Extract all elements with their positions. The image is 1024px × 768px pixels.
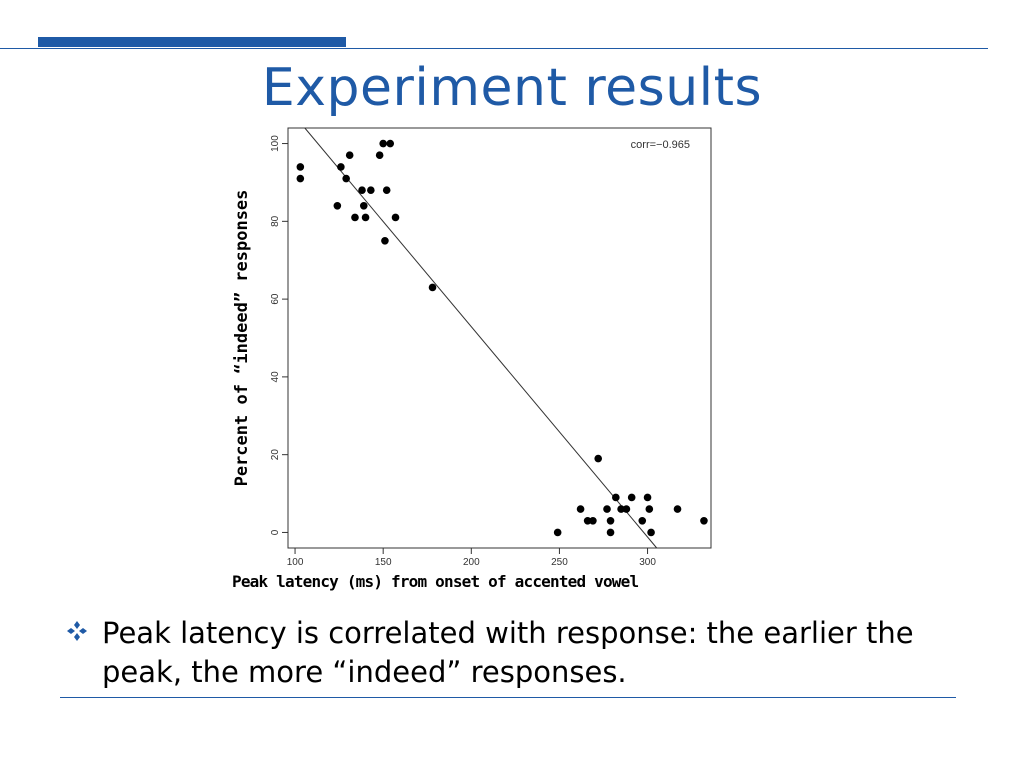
data-point	[342, 174, 350, 183]
regression-line	[304, 127, 658, 549]
data-point	[594, 454, 602, 463]
data-point	[627, 493, 636, 502]
data-point	[359, 201, 368, 210]
data-point	[645, 505, 654, 513]
x-tick-label: 150	[375, 557, 392, 568]
x-tick-label: 250	[551, 557, 568, 568]
y-axis-label-text: Percent of “indeed” responses	[232, 189, 252, 487]
data-point	[612, 493, 620, 502]
data-point	[333, 201, 342, 210]
data-point	[345, 151, 354, 160]
header-accent-band	[38, 37, 346, 47]
x-tick-label: 100	[287, 557, 304, 568]
data-point	[576, 505, 585, 513]
y-tick-label: 80	[270, 215, 281, 227]
y-tick-label: 40	[270, 371, 281, 383]
data-point	[428, 283, 437, 292]
data-point	[337, 163, 345, 171]
data-point	[603, 505, 611, 513]
data-point	[375, 151, 384, 160]
data-point	[361, 213, 370, 222]
data-point	[351, 213, 359, 222]
slide-title: Experiment results	[261, 58, 763, 118]
x-tick-label: 300	[639, 557, 656, 568]
data-point	[673, 505, 682, 513]
data-point	[643, 493, 652, 502]
diamond-bullet-icon	[67, 621, 87, 641]
data-point	[367, 186, 375, 195]
y-tick-label: 60	[270, 293, 281, 305]
y-tick-label: 0	[270, 529, 281, 535]
data-point	[700, 516, 708, 525]
y-tick-label: 20	[270, 449, 281, 461]
bullet-text: Peak latency is correlated with response…	[102, 616, 914, 689]
data-point	[622, 505, 631, 513]
data-point	[391, 213, 400, 222]
x-tick-label: 200	[463, 557, 480, 568]
data-point	[606, 516, 615, 525]
data-point	[553, 528, 562, 537]
x-axis-label: Peak latency (ms) from onset of accented…	[232, 572, 639, 591]
y-tick-label: 100	[270, 135, 281, 152]
data-point	[617, 505, 625, 513]
data-point	[606, 528, 615, 537]
data-point	[381, 236, 389, 245]
data-point	[382, 186, 391, 195]
data-point	[296, 163, 305, 171]
data-point	[638, 516, 647, 525]
header-rule	[0, 48, 988, 49]
data-point	[296, 174, 305, 183]
data-point	[386, 139, 395, 148]
data-point	[647, 528, 655, 537]
data-point	[379, 139, 387, 148]
plot-frame	[287, 127, 712, 549]
data-point	[583, 516, 592, 525]
correlation-annotation: corr=−0.965	[631, 139, 690, 151]
data-point	[358, 186, 366, 195]
footer-rule	[60, 697, 956, 698]
data-point	[589, 516, 597, 525]
